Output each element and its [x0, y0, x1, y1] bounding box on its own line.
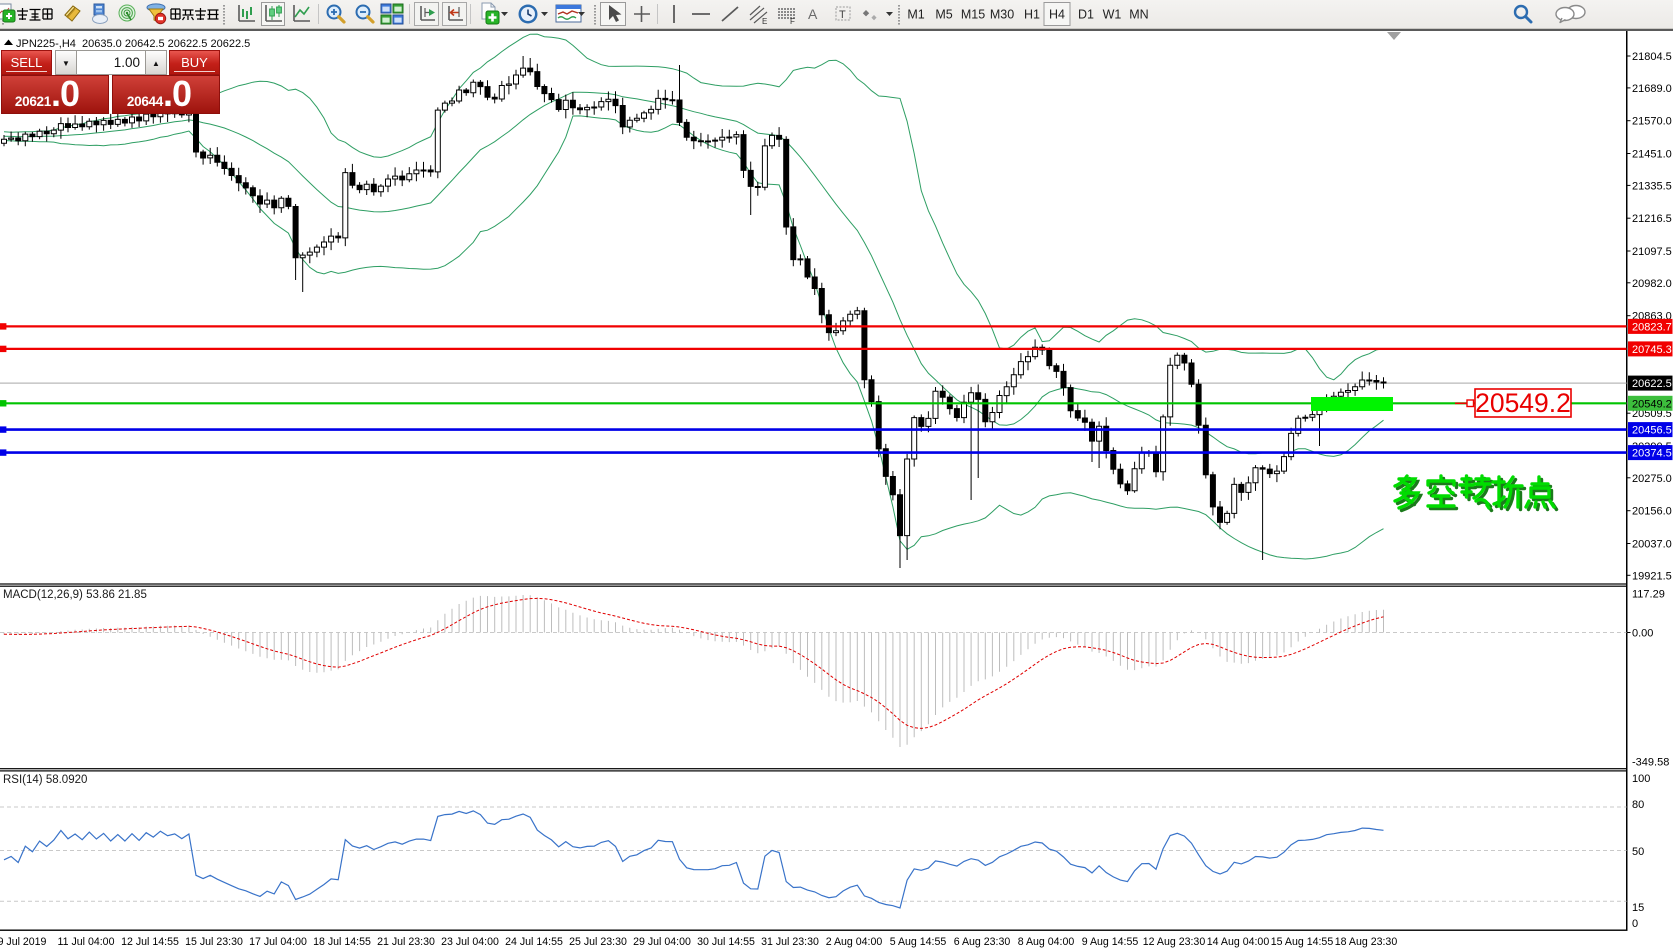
svg-text:100: 100	[1632, 773, 1650, 785]
svg-text:30 Jul 14:55: 30 Jul 14:55	[697, 936, 755, 948]
svg-text:5 Aug 14:55: 5 Aug 14:55	[890, 936, 947, 948]
svg-text:20374.5: 20374.5	[1632, 448, 1672, 460]
svg-text:21097.5: 21097.5	[1632, 246, 1672, 258]
svg-text:0: 0	[1632, 918, 1638, 930]
svg-text:12 Aug 23:30: 12 Aug 23:30	[1143, 936, 1206, 948]
svg-text:23 Jul 04:00: 23 Jul 04:00	[441, 936, 499, 948]
svg-text:0.00: 0.00	[1632, 628, 1653, 640]
svg-text:21570.0: 21570.0	[1632, 116, 1672, 128]
svg-text:21216.5: 21216.5	[1632, 213, 1672, 225]
svg-text:6 Aug 23:30: 6 Aug 23:30	[954, 936, 1011, 948]
svg-text:M15: M15	[961, 8, 985, 22]
svg-text:9 Jul 2019: 9 Jul 2019	[0, 936, 47, 948]
svg-text:15 Aug 14:55: 15 Aug 14:55	[1271, 936, 1334, 948]
svg-text:W1: W1	[1103, 8, 1122, 22]
svg-text:8 Aug 04:00: 8 Aug 04:00	[1018, 936, 1075, 948]
svg-text:20509.5: 20509.5	[1632, 408, 1672, 420]
svg-text:20622.5: 20622.5	[1632, 378, 1672, 390]
svg-text:RSI(14) 58.0920: RSI(14) 58.0920	[3, 774, 87, 786]
svg-text:M30: M30	[990, 8, 1014, 22]
svg-text:E: E	[762, 17, 767, 26]
svg-text:21804.5: 21804.5	[1632, 51, 1672, 63]
svg-text:M5: M5	[935, 8, 952, 22]
svg-text:15 Jul 23:30: 15 Jul 23:30	[185, 936, 243, 948]
svg-text:-349.58: -349.58	[1632, 757, 1669, 769]
svg-text:29 Jul 04:00: 29 Jul 04:00	[633, 936, 691, 948]
svg-text:117.29: 117.29	[1632, 589, 1665, 601]
svg-text:20982.0: 20982.0	[1632, 278, 1672, 290]
svg-text:JPN225-,H4 20635.0 20642.5 20: JPN225-,H4 20635.0 20642.5 20622.5 20622…	[16, 38, 250, 50]
svg-text:24 Jul 14:55: 24 Jul 14:55	[505, 936, 563, 948]
svg-text:20823.7: 20823.7	[1632, 321, 1672, 333]
svg-text:MN: MN	[1129, 8, 1148, 22]
svg-text:18 Jul 14:55: 18 Jul 14:55	[313, 936, 371, 948]
svg-text:20549.2: 20549.2	[1475, 388, 1571, 418]
svg-text:17 Jul 04:00: 17 Jul 04:00	[249, 936, 307, 948]
svg-text:11 Jul 04:00: 11 Jul 04:00	[58, 936, 115, 948]
svg-text:21689.0: 21689.0	[1632, 83, 1672, 95]
svg-text:12 Jul 14:55: 12 Jul 14:55	[121, 936, 179, 948]
svg-text:D1: D1	[1078, 8, 1094, 22]
svg-text:21451.0: 21451.0	[1632, 148, 1672, 160]
svg-text:A: A	[808, 6, 818, 22]
svg-text:M1: M1	[907, 8, 924, 22]
svg-text:19921.5: 19921.5	[1632, 570, 1672, 582]
svg-text:H4: H4	[1049, 8, 1065, 22]
svg-text:T: T	[839, 9, 846, 21]
svg-text:20275.0: 20275.0	[1632, 473, 1672, 485]
svg-text:9 Aug 14:55: 9 Aug 14:55	[1082, 936, 1139, 948]
svg-text:25 Jul 23:30: 25 Jul 23:30	[569, 936, 627, 948]
svg-text:21 Jul 23:30: 21 Jul 23:30	[377, 936, 435, 948]
svg-text:MACD(12,26,9) 53.86 21.85: MACD(12,26,9) 53.86 21.85	[3, 589, 147, 601]
svg-text:20037.0: 20037.0	[1632, 538, 1672, 550]
svg-text:14 Aug 04:00: 14 Aug 04:00	[1207, 936, 1270, 948]
svg-text:20456.5: 20456.5	[1632, 425, 1672, 437]
svg-text:H1: H1	[1024, 8, 1040, 22]
svg-text:80: 80	[1632, 799, 1644, 811]
svg-text:21335.5: 21335.5	[1632, 180, 1672, 192]
svg-text:F: F	[790, 17, 795, 26]
svg-text:20156.0: 20156.0	[1632, 506, 1672, 518]
svg-text:31 Jul 23:30: 31 Jul 23:30	[761, 936, 819, 948]
svg-text:20745.3: 20745.3	[1632, 344, 1672, 356]
svg-text:2 Aug 04:00: 2 Aug 04:00	[826, 936, 883, 948]
svg-text:18 Aug 23:30: 18 Aug 23:30	[1335, 936, 1398, 948]
svg-text:20549.2: 20549.2	[1632, 398, 1672, 410]
svg-text:15: 15	[1632, 902, 1644, 914]
svg-text:50: 50	[1632, 846, 1644, 858]
